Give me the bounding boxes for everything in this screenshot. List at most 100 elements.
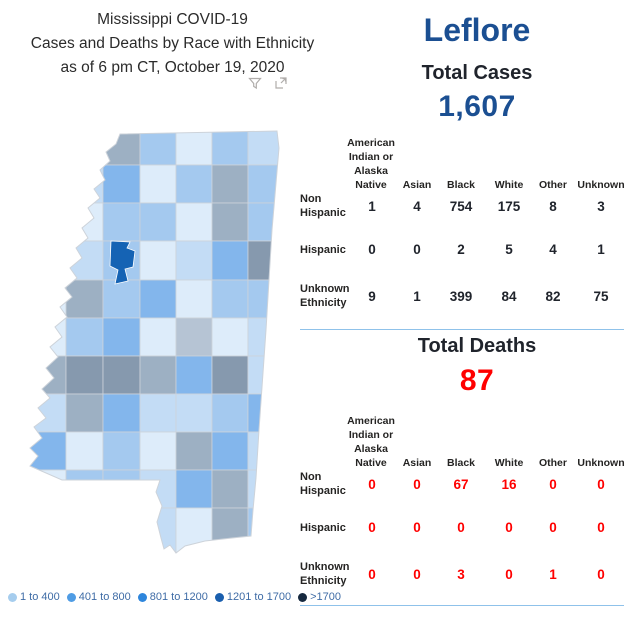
county-cell[interactable]	[28, 507, 67, 556]
county-cell[interactable]	[247, 355, 310, 395]
cases-row-label[interactable]: Non Hispanic	[300, 193, 346, 219]
cases-column-header[interactable]: Asian	[402, 179, 432, 191]
county-cell[interactable]	[175, 202, 213, 242]
county-cell[interactable]	[65, 431, 104, 471]
cases-column-header[interactable]: Other	[538, 179, 567, 191]
county-cell[interactable]	[139, 240, 177, 281]
deaths-value-cell[interactable]: 0	[413, 520, 421, 535]
county-cell[interactable]	[65, 126, 104, 166]
cases-value-cell[interactable]: 8	[549, 198, 557, 214]
county-cell[interactable]	[247, 164, 310, 204]
cases-value-cell[interactable]: 399	[449, 288, 473, 304]
cases-value-cell[interactable]: 175	[497, 198, 521, 214]
county-cell[interactable]	[211, 507, 249, 556]
deaths-value-cell[interactable]: 0	[368, 566, 376, 582]
county-cell[interactable]	[65, 279, 104, 319]
county-cell[interactable]	[211, 469, 249, 509]
county-cell[interactable]	[211, 279, 249, 319]
county-cell[interactable]	[175, 164, 213, 204]
deaths-value-cell[interactable]: 16	[501, 476, 517, 492]
deaths-column-header[interactable]: White	[494, 457, 524, 469]
county-cell[interactable]	[175, 317, 213, 357]
county-cell[interactable]	[211, 431, 249, 471]
county-cell[interactable]	[102, 317, 141, 357]
county-cell[interactable]	[28, 164, 67, 204]
county-cell[interactable]	[65, 317, 104, 357]
county-cell[interactable]	[139, 317, 177, 357]
county-cell[interactable]	[139, 507, 177, 556]
county-cell[interactable]	[211, 164, 249, 204]
focus-mode-icon[interactable]	[274, 76, 288, 90]
cases-value-cell[interactable]: 0	[368, 242, 376, 257]
county-cell[interactable]	[211, 317, 249, 357]
county-cell[interactable]	[211, 126, 249, 166]
deaths-value-cell[interactable]: 0	[505, 566, 513, 582]
cases-value-cell[interactable]: 1	[368, 198, 376, 214]
deaths-value-cell[interactable]: 67	[453, 476, 469, 492]
county-cell[interactable]	[139, 355, 177, 395]
county-cell[interactable]	[65, 507, 104, 556]
county-cells[interactable]	[28, 126, 310, 556]
deaths-column-header[interactable]: American Indian or Alaska Native	[347, 415, 395, 469]
county-cell[interactable]	[211, 240, 249, 281]
county-cell[interactable]	[175, 126, 213, 166]
county-cell[interactable]	[102, 164, 141, 204]
deaths-column-header[interactable]: Other	[538, 457, 567, 469]
county-cell[interactable]	[102, 469, 141, 509]
county-cell[interactable]	[211, 202, 249, 242]
county-cell[interactable]	[28, 355, 67, 395]
county-cell[interactable]	[102, 126, 141, 166]
deaths-value-cell[interactable]: 0	[505, 520, 513, 535]
deaths-row-label[interactable]: Hispanic	[300, 521, 346, 534]
county-cell[interactable]	[139, 431, 177, 471]
county-cell[interactable]	[65, 164, 104, 204]
county-cell[interactable]	[28, 126, 67, 166]
cases-value-cell[interactable]: 0	[413, 242, 421, 257]
cases-value-cell[interactable]: 754	[449, 198, 473, 214]
county-cell[interactable]	[211, 393, 249, 433]
cases-value-cell[interactable]: 82	[545, 288, 561, 304]
deaths-value-cell[interactable]: 0	[368, 520, 376, 535]
county-cell[interactable]	[65, 240, 104, 281]
county-cell[interactable]	[65, 355, 104, 395]
county-cell[interactable]	[139, 279, 177, 319]
deaths-value-cell[interactable]: 0	[549, 476, 557, 492]
cases-value-cell[interactable]: 3	[597, 198, 605, 214]
cases-value-cell[interactable]: 2	[457, 242, 465, 257]
county-cell[interactable]	[102, 507, 141, 556]
county-cell[interactable]	[102, 431, 141, 471]
county-cell[interactable]	[28, 202, 67, 242]
county-cell[interactable]	[139, 393, 177, 433]
deaths-value-cell[interactable]: 0	[413, 566, 421, 582]
county-cell[interactable]	[175, 431, 213, 471]
county-cell[interactable]	[175, 469, 213, 509]
deaths-row-label[interactable]: Unknown Ethnicity	[300, 561, 350, 587]
deaths-value-cell[interactable]: 0	[597, 476, 605, 492]
cases-row-label[interactable]: Unknown Ethnicity	[300, 283, 350, 309]
mississippi-county-map[interactable]	[0, 118, 320, 588]
county-cell[interactable]	[28, 393, 67, 433]
cases-value-cell[interactable]: 84	[501, 288, 517, 304]
county-cell[interactable]	[102, 393, 141, 433]
deaths-value-cell[interactable]: 0	[597, 566, 605, 582]
cases-row-label[interactable]: Hispanic	[300, 243, 346, 256]
deaths-value-cell[interactable]: 0	[413, 476, 421, 492]
county-cell[interactable]	[28, 469, 67, 509]
filter-icon[interactable]	[248, 76, 262, 90]
cases-value-cell[interactable]: 75	[593, 288, 609, 304]
county-cell[interactable]	[139, 164, 177, 204]
deaths-value-cell[interactable]: 0	[457, 520, 465, 535]
deaths-value-cell[interactable]: 0	[597, 520, 605, 535]
deaths-column-header[interactable]: Unknown	[577, 457, 625, 469]
cases-value-cell[interactable]: 4	[413, 198, 421, 214]
county-cell[interactable]	[211, 355, 249, 395]
county-cell[interactable]	[139, 202, 177, 242]
cases-column-header[interactable]: Unknown	[577, 179, 625, 191]
county-cell[interactable]	[247, 126, 310, 166]
cases-column-header[interactable]: White	[494, 179, 524, 191]
county-cell[interactable]	[175, 393, 213, 433]
cases-value-cell[interactable]: 9	[368, 288, 376, 304]
county-cell[interactable]	[65, 393, 104, 433]
deaths-row-label[interactable]: Non Hispanic	[300, 471, 346, 497]
county-cell[interactable]	[175, 355, 213, 395]
